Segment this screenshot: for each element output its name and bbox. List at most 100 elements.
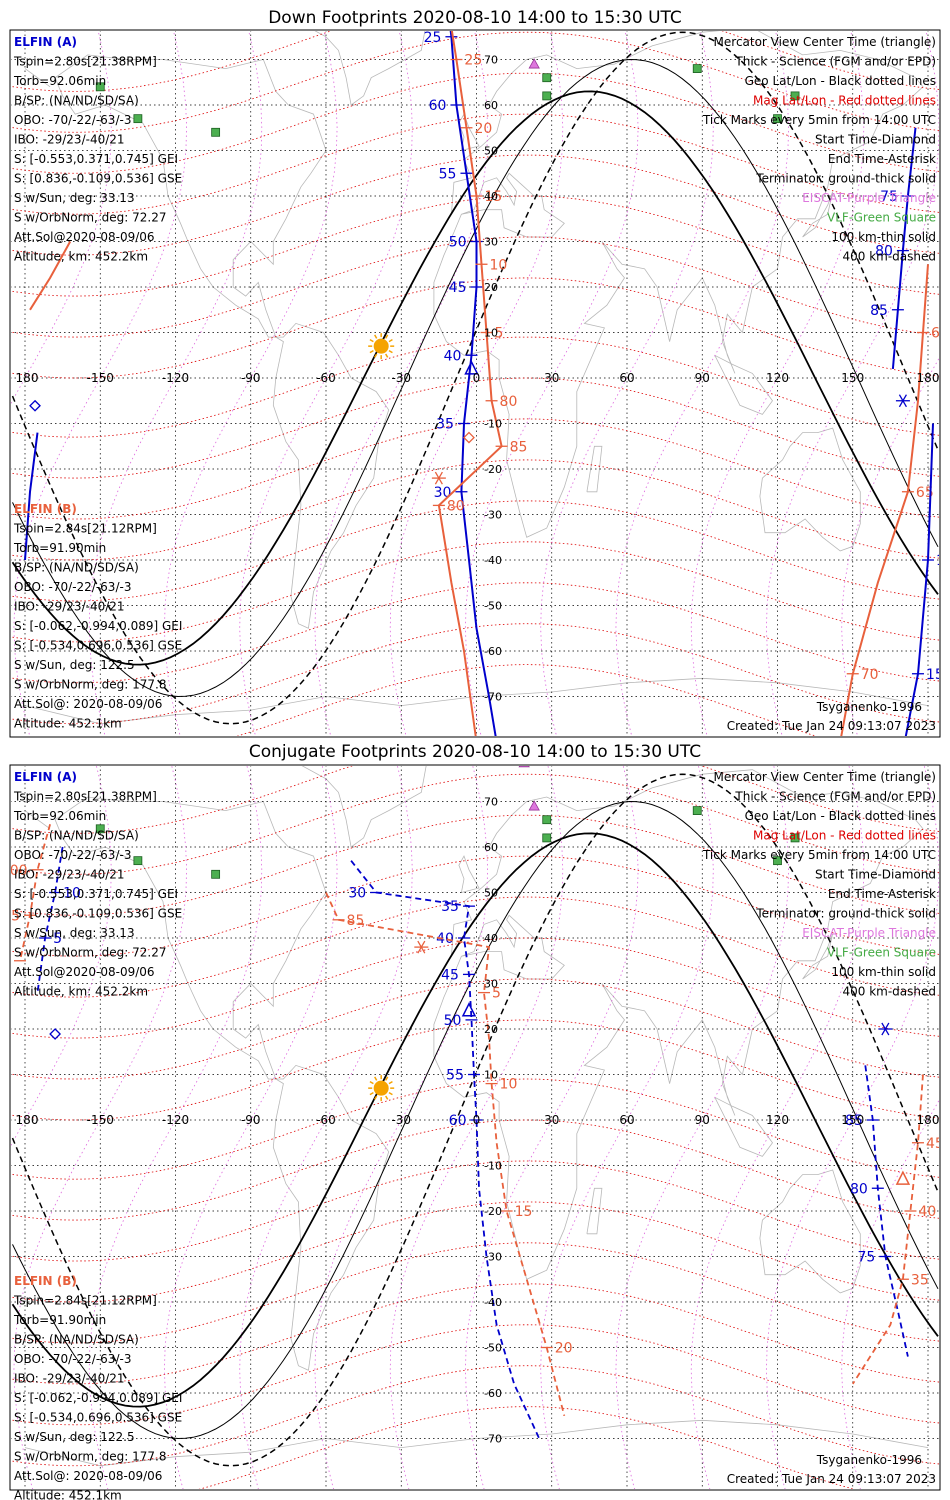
- lon-tick-label: -120: [162, 371, 189, 385]
- coastline: [24, 68, 51, 88]
- elfin-b-west-tick-label: 100: [1, 863, 28, 879]
- elfin-a-west-tick-label: 5: [53, 931, 62, 947]
- sun-ray: [369, 1081, 374, 1085]
- lon-tick-label: 0: [473, 371, 481, 385]
- mag-longitude-line: [163, 31, 338, 736]
- sun-ray: [369, 350, 374, 354]
- lon-tick-label: 150: [841, 371, 864, 385]
- lon-tick-label: -60: [316, 1113, 336, 1127]
- vlf-square-icon: [211, 869, 221, 879]
- legend-line: Terminator: ground-thick solid: [755, 907, 936, 921]
- mag-longitude-line: [163, 766, 338, 1489]
- elfin-a-info-line: S w/Sun, deg: 33.13: [14, 191, 135, 205]
- legend-line: Tick Marks every 5min from 14:00 UTC: [702, 113, 936, 127]
- sun-ray: [385, 353, 389, 358]
- legend-line: Mag Lat/Lon - Red dotted lines: [753, 829, 936, 843]
- coastline: [54, 54, 390, 629]
- mag-latitude-line: [12, 500, 939, 602]
- lon-tick-label: 120: [766, 371, 789, 385]
- coastline: [24, 1419, 929, 1467]
- created-timestamp: Created: Tue Jan 24 09:13:07 2023: [727, 1472, 936, 1486]
- sun-ray: [385, 1095, 389, 1100]
- mag-latitude-line: [12, 336, 939, 438]
- elfin-a-east-tick-label: 85: [845, 1113, 863, 1129]
- elfin-a-info-line: B/SP: (NA/ND/SD/SA): [14, 829, 139, 843]
- elfin-a-east-tick-label: 75: [880, 189, 898, 205]
- elfin-b-info-line: IBO: -29/23/-40/21: [14, 600, 125, 614]
- mag-longitude-line: [239, 31, 413, 736]
- mag-latitude-line: [12, 814, 939, 916]
- lat-tick-label: -60: [484, 645, 502, 658]
- elfin-b-west-track: [19, 824, 51, 961]
- vlf-square-icon: [133, 856, 143, 866]
- mag-longitude-line: [239, 766, 413, 1489]
- elfin-a-south-tick-label: 10: [936, 553, 950, 569]
- end-asterisk-icon: [881, 1022, 890, 1036]
- mag-latitude-line: [12, 459, 939, 561]
- lat-tick-label: -50: [484, 1342, 502, 1355]
- mag-longitude-line: [615, 31, 790, 736]
- elfin-b-tick-label: 85: [510, 439, 528, 455]
- elfin-b-west-tick-label: 55: [2, 908, 20, 924]
- mag-longitude-line: [841, 1099, 939, 1489]
- mag-latitude-line: [12, 773, 939, 875]
- terminator-400km: [11, 31, 939, 725]
- mag-latitude-line: [12, 377, 939, 479]
- start-diamond-icon: [29, 399, 41, 412]
- elfin-b-info-line: S: [-0.534,0.696,0.536] GSE: [14, 1411, 182, 1425]
- end-asterisk-icon: [417, 940, 426, 954]
- legend-line: Start Time-Diamond: [815, 868, 936, 882]
- map-content: 30 35 40 45 50 55 60 85 5 10 15 20 85 80 75 45 40 35 10 5 10…: [0, 766, 939, 1489]
- terminator-ground: [11, 832, 939, 1408]
- elfin-a-info-line: Tspin=2.80s[21.38RPM]: [13, 790, 157, 804]
- legend-line: Geo Lat/Lon - Black dotted lines: [745, 809, 936, 823]
- elfin-a-east-tick-label: 75: [858, 1250, 876, 1266]
- elfin-b-info-line: Tspin=2.84s[21.12RPM]: [13, 522, 157, 536]
- vlf-square-icon: [95, 82, 105, 92]
- elfin-b-tick-label: 10: [490, 257, 508, 273]
- lat-tick-label: 60: [484, 841, 498, 854]
- elfin-b-info-line: S: [-0.062,-0.994,0.089] GEI: [14, 1391, 182, 1405]
- elfin-a-south-track: [904, 423, 934, 736]
- lon-tick-label: 90: [695, 1113, 710, 1127]
- sun-ray: [374, 1095, 378, 1100]
- coastline: [314, 31, 426, 106]
- elfin-b-west-track: [29, 241, 72, 311]
- elfin-b-tick-label: 80: [500, 394, 518, 410]
- elfin-a-tick-label: 25: [424, 30, 442, 46]
- lat-tick-label: -20: [484, 463, 502, 476]
- model-label: Tsyganenko-1996: [816, 1453, 922, 1467]
- elfin-b-tick-label: 25: [464, 53, 482, 69]
- elfin-b-info-line: Altitude: 452.1km: [14, 717, 122, 731]
- elfin-b-heading: ELFIN (B): [14, 1274, 77, 1288]
- elfin-b-info-line: OBO: -70/-22/-63/-3: [14, 580, 131, 594]
- elfin-a-heading: ELFIN (A): [14, 35, 77, 49]
- vlf-square-icon: [133, 114, 143, 124]
- view-center-triangle-icon: [895, 1170, 911, 1185]
- elfin-a-info-line: OBO: -70/-22/-63/-3: [14, 113, 131, 127]
- lat-tick-label: -70: [484, 691, 502, 704]
- elfin-a-info-line: IBO: -29/23/-40/21: [14, 133, 125, 147]
- legend-line: Thick - Science (FGM and/or EPD): [734, 55, 936, 69]
- eiscat-triangle-icon: [528, 58, 540, 69]
- start-diamond-icon: [49, 1028, 62, 1040]
- elfin-a-tick-label: 60: [449, 1113, 467, 1129]
- mag-longitude-line: [88, 31, 263, 736]
- elfin-a-info-line: Tspin=2.80s[21.38RPM]: [13, 55, 157, 69]
- mag-latitude-line: [198, 1406, 855, 1489]
- vlf-square-icon: [95, 824, 105, 834]
- mag-longitude-line: [765, 766, 939, 1489]
- start-diamond-icon: [463, 431, 475, 444]
- elfin-b-info-line: Att.Sol@: 2020-08-09/06: [14, 697, 162, 711]
- elfin-b-info-line: Tspin=2.84s[21.12RPM]: [13, 1294, 157, 1308]
- elfin-a-tick-label: 55: [439, 166, 457, 182]
- elfin-a-tick-label: 40: [444, 348, 462, 364]
- coastline: [301, 766, 427, 848]
- lon-tick-label: -120: [162, 1113, 189, 1127]
- legend-line: End Time-Asterisk: [828, 887, 936, 901]
- elfin-b-west-tick-label: 50: [0, 954, 10, 970]
- elfin-b-info-line: S w/Sun, deg: 122.5: [14, 1430, 135, 1444]
- lat-tick-label: 70: [484, 54, 498, 67]
- mag-longitude-line: [389, 31, 564, 736]
